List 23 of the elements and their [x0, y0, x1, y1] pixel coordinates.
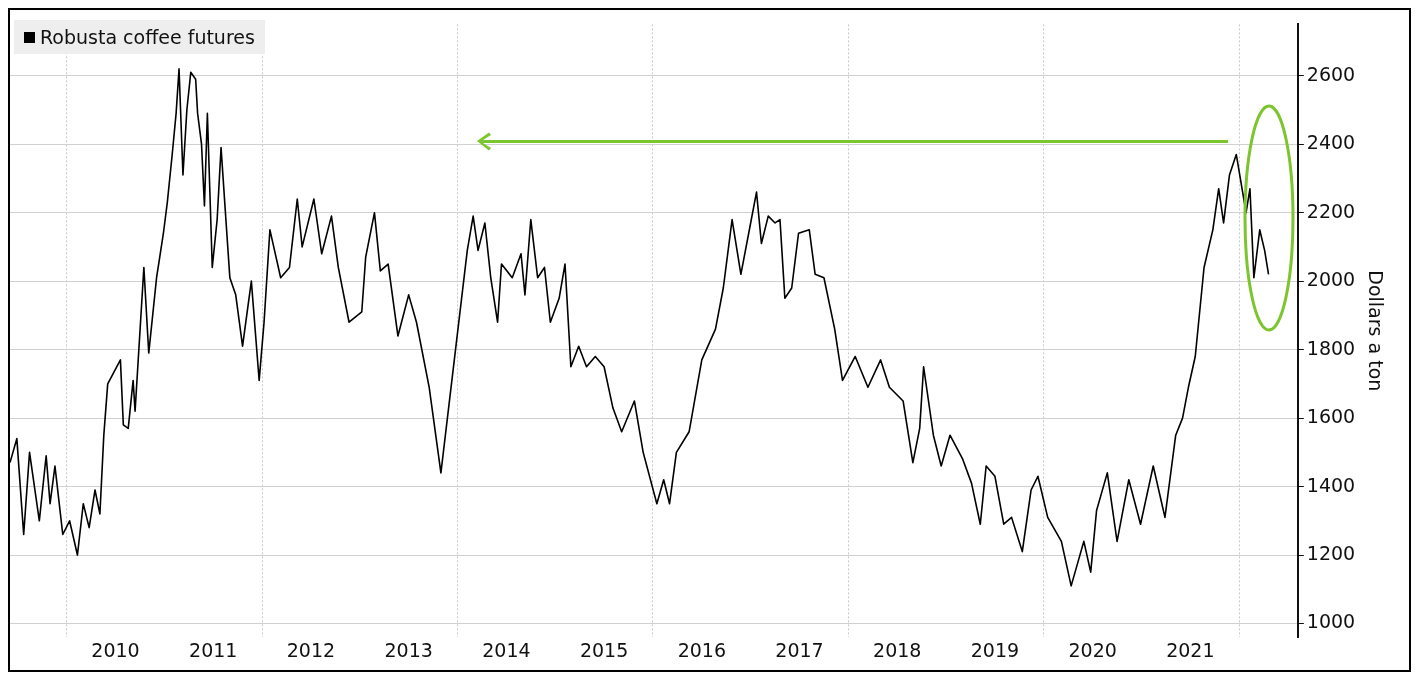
x-tick-label: 2014	[482, 638, 531, 661]
y-tick-label: 2000	[1306, 268, 1356, 291]
x-tick-label: 2017	[775, 638, 824, 661]
x-tick-label: 2018	[873, 638, 922, 661]
y-tick-label: 1600	[1306, 405, 1356, 428]
x-tick-label: 2012	[286, 638, 336, 661]
y-tick-label: 2600	[1306, 62, 1356, 85]
x-tick-label: 2015	[579, 638, 629, 661]
y-axis-title: Dollars a ton	[1364, 270, 1387, 392]
x-tick-label: 2016	[677, 638, 726, 661]
x-tick-label: 2021	[1166, 638, 1215, 661]
x-tick-label: 2010	[91, 638, 140, 661]
x-tick-label: 2013	[384, 638, 433, 661]
x-tick-label: 2020	[1068, 638, 1117, 661]
y-tick-label: 2400	[1306, 131, 1356, 154]
y-tick-label: 1800	[1306, 336, 1356, 359]
y-tick-label: 1200	[1306, 541, 1356, 564]
legend-label: Robusta coffee futures	[40, 26, 255, 48]
x-tick-label: 2011	[189, 638, 238, 661]
x-tick-label: 2019	[970, 638, 1020, 661]
y-tick-label: 1400	[1306, 473, 1356, 496]
y-tick-label: 1000	[1306, 610, 1356, 633]
y-tick-label: 2200	[1306, 199, 1356, 222]
